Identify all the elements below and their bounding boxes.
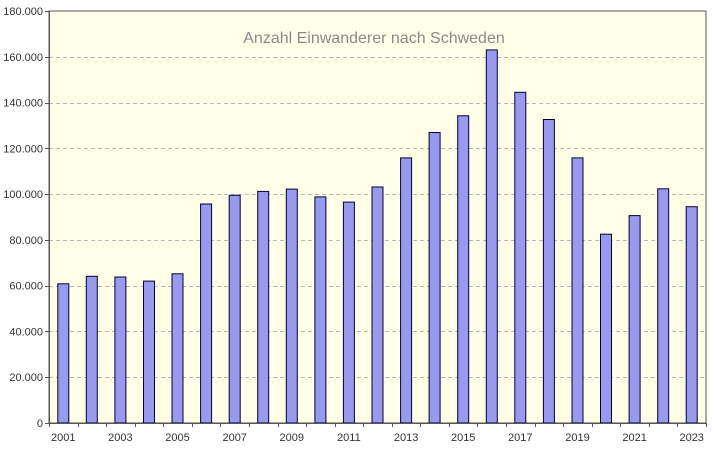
bar-2009	[285, 188, 298, 424]
bar-2016	[485, 49, 498, 424]
x-tick-label: 2001	[51, 432, 75, 444]
bar-2013	[400, 157, 413, 424]
bar-2007	[228, 194, 241, 424]
y-tick-label: 100.000	[3, 189, 43, 201]
y-tick-label: 20.000	[9, 372, 43, 384]
x-tick-label: 2023	[679, 432, 703, 444]
bars	[57, 49, 698, 424]
bar-2003	[114, 276, 127, 424]
bar-2019	[571, 157, 584, 424]
bar-2020	[600, 233, 612, 424]
y-tick-label: 140.000	[3, 98, 43, 110]
bar-2011	[342, 201, 355, 424]
bar-2022	[657, 188, 670, 424]
bar-2004	[143, 280, 155, 424]
y-tick-label: 60.000	[9, 281, 43, 293]
y-tick-label: 180.000	[3, 6, 43, 18]
x-tick-label: 2013	[394, 432, 418, 444]
bar-2010	[314, 196, 327, 424]
bar-2023	[685, 206, 698, 424]
x-tick-label: 2011	[337, 432, 361, 444]
bar-2017	[514, 91, 527, 424]
x-tick-label: 2017	[508, 432, 532, 444]
bar-2018	[542, 119, 555, 424]
chart-title: Anzahl Einwanderer nach Schweden	[243, 30, 505, 47]
x-tick-label: 2021	[622, 432, 646, 444]
x-tick-label: 2003	[108, 432, 132, 444]
x-tick-label: 2005	[165, 432, 189, 444]
y-tick-label: 40.000	[9, 326, 43, 338]
bar-2005	[171, 273, 184, 424]
y-tick-label: 80.000	[9, 235, 43, 247]
grid-lines	[49, 57, 706, 378]
bar-2012	[371, 186, 384, 424]
bar-2008	[257, 190, 270, 424]
x-tick-label: 2007	[222, 432, 246, 444]
y-tick-label: 120.000	[3, 143, 43, 155]
bar-2014	[428, 132, 441, 424]
bar-2021	[628, 215, 641, 424]
y-axis-tick-labels: 0 20.000 40.000 60.000 80.000 100.000 120.000 1…	[3, 6, 43, 430]
axes	[45, 11, 707, 427]
x-tick-label: 2019	[565, 432, 589, 444]
bar-2015	[457, 115, 470, 424]
bar-2001	[57, 283, 70, 424]
x-axis-tick-labels: 2001 2003 2005 2007 2009 2011 2013 2015 2017 2019…	[51, 432, 704, 444]
bar-2006	[200, 203, 213, 424]
x-tick-label: 2015	[451, 432, 475, 444]
bar-2002	[85, 275, 98, 424]
y-tick-label: 0	[37, 418, 43, 430]
y-tick-label: 160.000	[3, 52, 43, 64]
x-tick-label: 2009	[280, 432, 304, 444]
